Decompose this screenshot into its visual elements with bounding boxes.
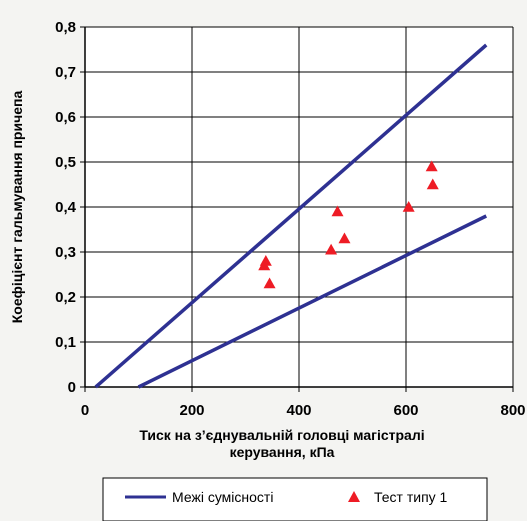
x-axis-title-line-1: Тиск на з’єднувальній головці магістралі [139,427,424,443]
test-points [258,160,439,289]
x-tick-label: 800 [500,402,525,419]
test-point-triangle [425,160,438,172]
legend: Межі сумісності Тест типу 1 [102,477,488,521]
x-axis-title-line-2: керування, кПа [230,444,335,460]
compatibility-lines [94,43,488,389]
test-point-triangle [426,178,439,190]
y-tick-label: 0,7 [55,64,76,81]
y-tick-label: 0 [68,379,76,396]
y-tick-label: 0,6 [55,109,76,126]
y-axis-title: Коефіцієнт гальмування причепа [9,91,25,324]
y-tick-label: 0,2 [55,289,76,306]
legend-box [102,477,488,521]
x-tick-label: 0 [81,402,89,419]
x-tick-labels: 0 200 400 600 800 [81,402,526,419]
legend-label-test: Тест типу 1 [374,489,448,505]
y-tick-label: 0,5 [55,154,76,171]
upper-compatibility-line [94,43,488,389]
test-point-triangle [331,205,344,217]
y-tick-label: 0,4 [55,199,77,216]
test-point-triangle [259,255,272,266]
y-tick-labels: 0 0,1 0,2 0,3 0,4 0,5 0,6 0,7 0,8 [55,19,77,396]
legend-triangle-swatch [348,491,360,502]
x-tick-label: 600 [393,402,418,419]
test-point-triangle [325,243,338,255]
y-tick-label: 0,1 [55,334,76,351]
test-point-triangle [402,201,415,212]
axes [80,26,514,392]
x-tick-label: 400 [286,402,311,419]
test-point-triangle [338,232,351,244]
x-tick-label: 200 [179,402,204,419]
y-tick-label: 0,8 [55,19,76,36]
legend-label-compatibility: Межі сумісності [172,489,273,505]
test-point-triangle [263,277,276,289]
lower-compatibility-line [137,214,488,389]
y-tick-label: 0,3 [55,244,76,261]
